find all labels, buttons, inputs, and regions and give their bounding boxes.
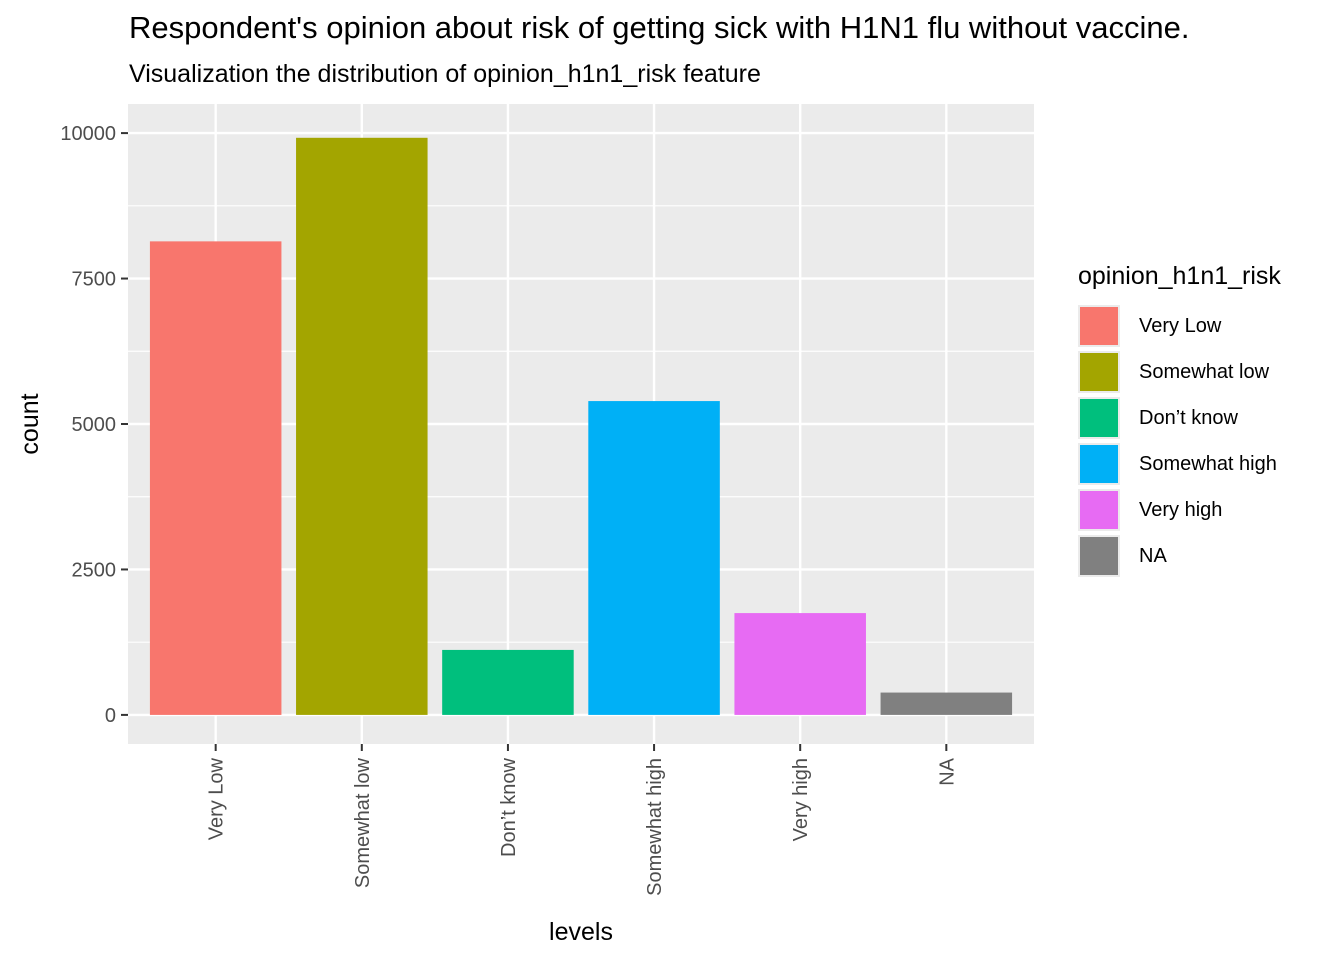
legend-key — [1078, 535, 1120, 577]
legend-key — [1078, 489, 1120, 531]
y-tick-label: 2500 — [72, 559, 117, 581]
bar-0 — [149, 241, 282, 715]
chart-subtitle: Visualization the distribution of opinio… — [129, 60, 761, 88]
x-tick-label: NA — [936, 757, 958, 785]
x-tick-label: Somewhat high — [644, 758, 666, 896]
legend-item: Don’t know — [1078, 395, 1281, 441]
y-tick-label: 7500 — [72, 269, 117, 291]
y-tick-label: 0 — [105, 705, 116, 727]
legend-item: NA — [1078, 533, 1281, 579]
x-tick-label: Very high — [790, 758, 812, 841]
x-tick-label: Very Low — [206, 757, 228, 840]
legend-item: Very high — [1078, 487, 1281, 533]
legend-label: Very high — [1139, 498, 1223, 521]
chart-title: Respondent's opinion about risk of getti… — [129, 10, 1190, 45]
x-axis-title: levels — [549, 918, 613, 946]
bar-4 — [734, 613, 866, 715]
legend-item: Somewhat high — [1078, 441, 1281, 487]
y-axis-title: count — [16, 393, 44, 454]
y-tick-label: 5000 — [72, 414, 117, 436]
legend-label: Don’t know — [1139, 406, 1238, 429]
legend-label: Somewhat high — [1139, 452, 1277, 475]
legend-key — [1078, 397, 1120, 439]
legend-label: Somewhat low — [1139, 360, 1270, 383]
legend-key — [1078, 305, 1120, 347]
legend-item: Very Low — [1078, 303, 1281, 349]
x-tick-label: Don’t know — [498, 757, 520, 856]
legend-label: Very Low — [1139, 314, 1222, 337]
legend-item: Somewhat low — [1078, 349, 1281, 395]
legend-key — [1078, 443, 1120, 485]
bar-2 — [442, 649, 574, 715]
legend-title: opinion_h1n1_risk — [1078, 262, 1281, 290]
legend-key — [1078, 351, 1120, 393]
x-tick-label: Somewhat low — [352, 757, 374, 888]
bar-1 — [296, 137, 428, 715]
bar-3 — [588, 401, 720, 715]
bar-5 — [880, 692, 1013, 715]
y-tick-label: 10000 — [60, 123, 116, 145]
legend: opinion_h1n1_risk Very Low Somewhat low Do… — [1078, 262, 1281, 579]
legend-label: NA — [1139, 544, 1167, 567]
